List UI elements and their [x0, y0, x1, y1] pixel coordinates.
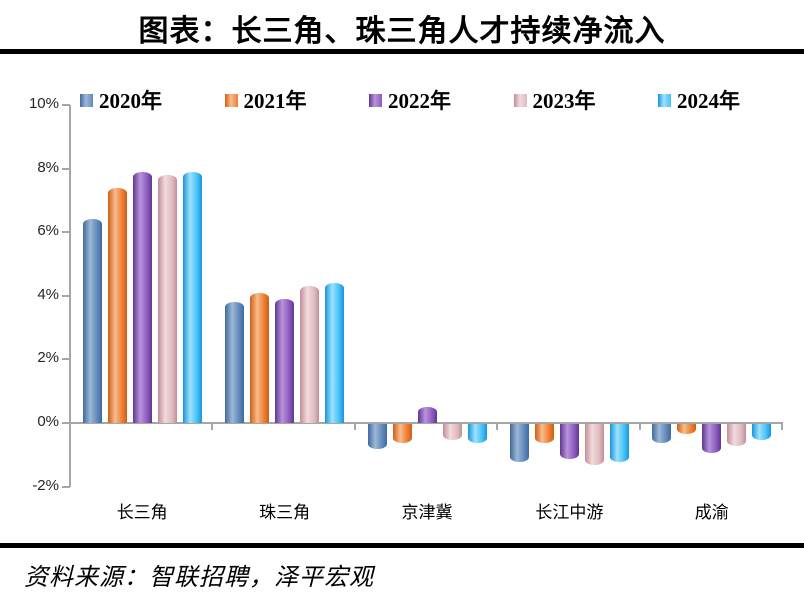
legend-label: 2022年 [388, 89, 451, 113]
bar-2020年-长江中游 [509, 424, 529, 463]
bar-2020年-长三角 [82, 219, 102, 423]
legend-swatch [80, 93, 93, 107]
title-divider [0, 49, 804, 54]
bar-2023年-珠三角 [300, 286, 320, 423]
legend-swatch [658, 93, 671, 107]
bar-2020年-成渝 [652, 424, 672, 444]
y-axis-label: 8% [37, 158, 59, 176]
x-axis-tick [496, 424, 499, 430]
bar-2022年-京津冀 [417, 407, 437, 423]
source-divider [0, 543, 804, 548]
legend-item: 2021年 [224, 85, 307, 115]
legend-label: 2024年 [677, 89, 740, 113]
bar-2024年-长三角 [182, 171, 202, 423]
bar-2022年-长三角 [132, 171, 152, 423]
legend-swatch [513, 93, 527, 107]
bar-2023年-京津冀 [442, 424, 462, 440]
bar-2022年-珠三角 [275, 298, 295, 423]
plot-area: 10% 8% 6% 4% 2% 0% -2% 长三角 珠三角 京津冀 长江中游 成渝 [29, 95, 783, 522]
bar-2021年-珠三角 [250, 292, 270, 423]
y-axis-tick [62, 231, 70, 234]
legend-swatch [369, 93, 382, 107]
bar-2020年-珠三角 [225, 302, 245, 423]
bar-2024年-京津冀 [467, 424, 487, 444]
source-note: 资料来源：智联招聘，泽平宏观 [24, 565, 374, 591]
category-label: 珠三角 [259, 503, 311, 522]
legend-label: 2021年 [243, 89, 307, 113]
bar-2024年-成渝 [752, 424, 772, 440]
bar-2020年-京津冀 [367, 424, 387, 450]
y-axis-label: -2% [32, 476, 59, 494]
bar-2021年-成渝 [677, 424, 697, 434]
legend-item: 2024年 [658, 85, 740, 115]
zero-gridline [63, 422, 783, 424]
legend-label: 2023年 [532, 89, 596, 113]
legend-label: 2020年 [99, 89, 162, 113]
bar-2023年-长三角 [157, 174, 177, 423]
y-axis-label: 2% [37, 349, 59, 367]
category-label: 成渝 [694, 503, 729, 522]
legend-item: 2022年 [369, 85, 451, 115]
x-axis-tick [638, 424, 641, 430]
x-axis-tick [211, 424, 214, 430]
bar-2024年-长江中游 [609, 424, 629, 463]
y-axis-tick [62, 104, 70, 106]
y-axis-tick [62, 167, 70, 170]
legend-item: 2023年 [513, 85, 596, 115]
bar-2023年-成渝 [727, 424, 747, 447]
bar-2021年-长江中游 [534, 424, 554, 444]
legend-swatch [224, 93, 238, 107]
y-axis-label: 10% [28, 95, 59, 112]
y-axis-label: 6% [37, 222, 59, 240]
chart-legend: 2020年 2021年 2022年 2023年 2024年 [80, 85, 740, 115]
y-axis-label: 4% [37, 285, 59, 303]
y-axis-tick [62, 358, 70, 361]
y-axis-label: 0% [37, 413, 59, 430]
bar-2022年-成渝 [702, 424, 722, 453]
category-label: 京津冀 [401, 503, 453, 522]
x-axis-tick [353, 424, 356, 430]
bar-2021年-长三角 [107, 187, 127, 423]
bar-2021年-京津冀 [392, 424, 412, 444]
bar-2023年-长江中游 [584, 424, 604, 466]
bar-2024年-珠三角 [325, 283, 345, 423]
y-axis-tick [62, 485, 70, 488]
bar-2022年-长江中游 [559, 424, 579, 459]
y-axis-tick [62, 294, 70, 297]
x-axis-tick [781, 424, 783, 430]
chart-title: 图表：长三角、珠三角人才持续净流入 [138, 15, 666, 48]
category-label: 长江中游 [535, 503, 604, 522]
category-label: 长三角 [116, 503, 168, 522]
legend-item: 2020年 [80, 85, 162, 115]
